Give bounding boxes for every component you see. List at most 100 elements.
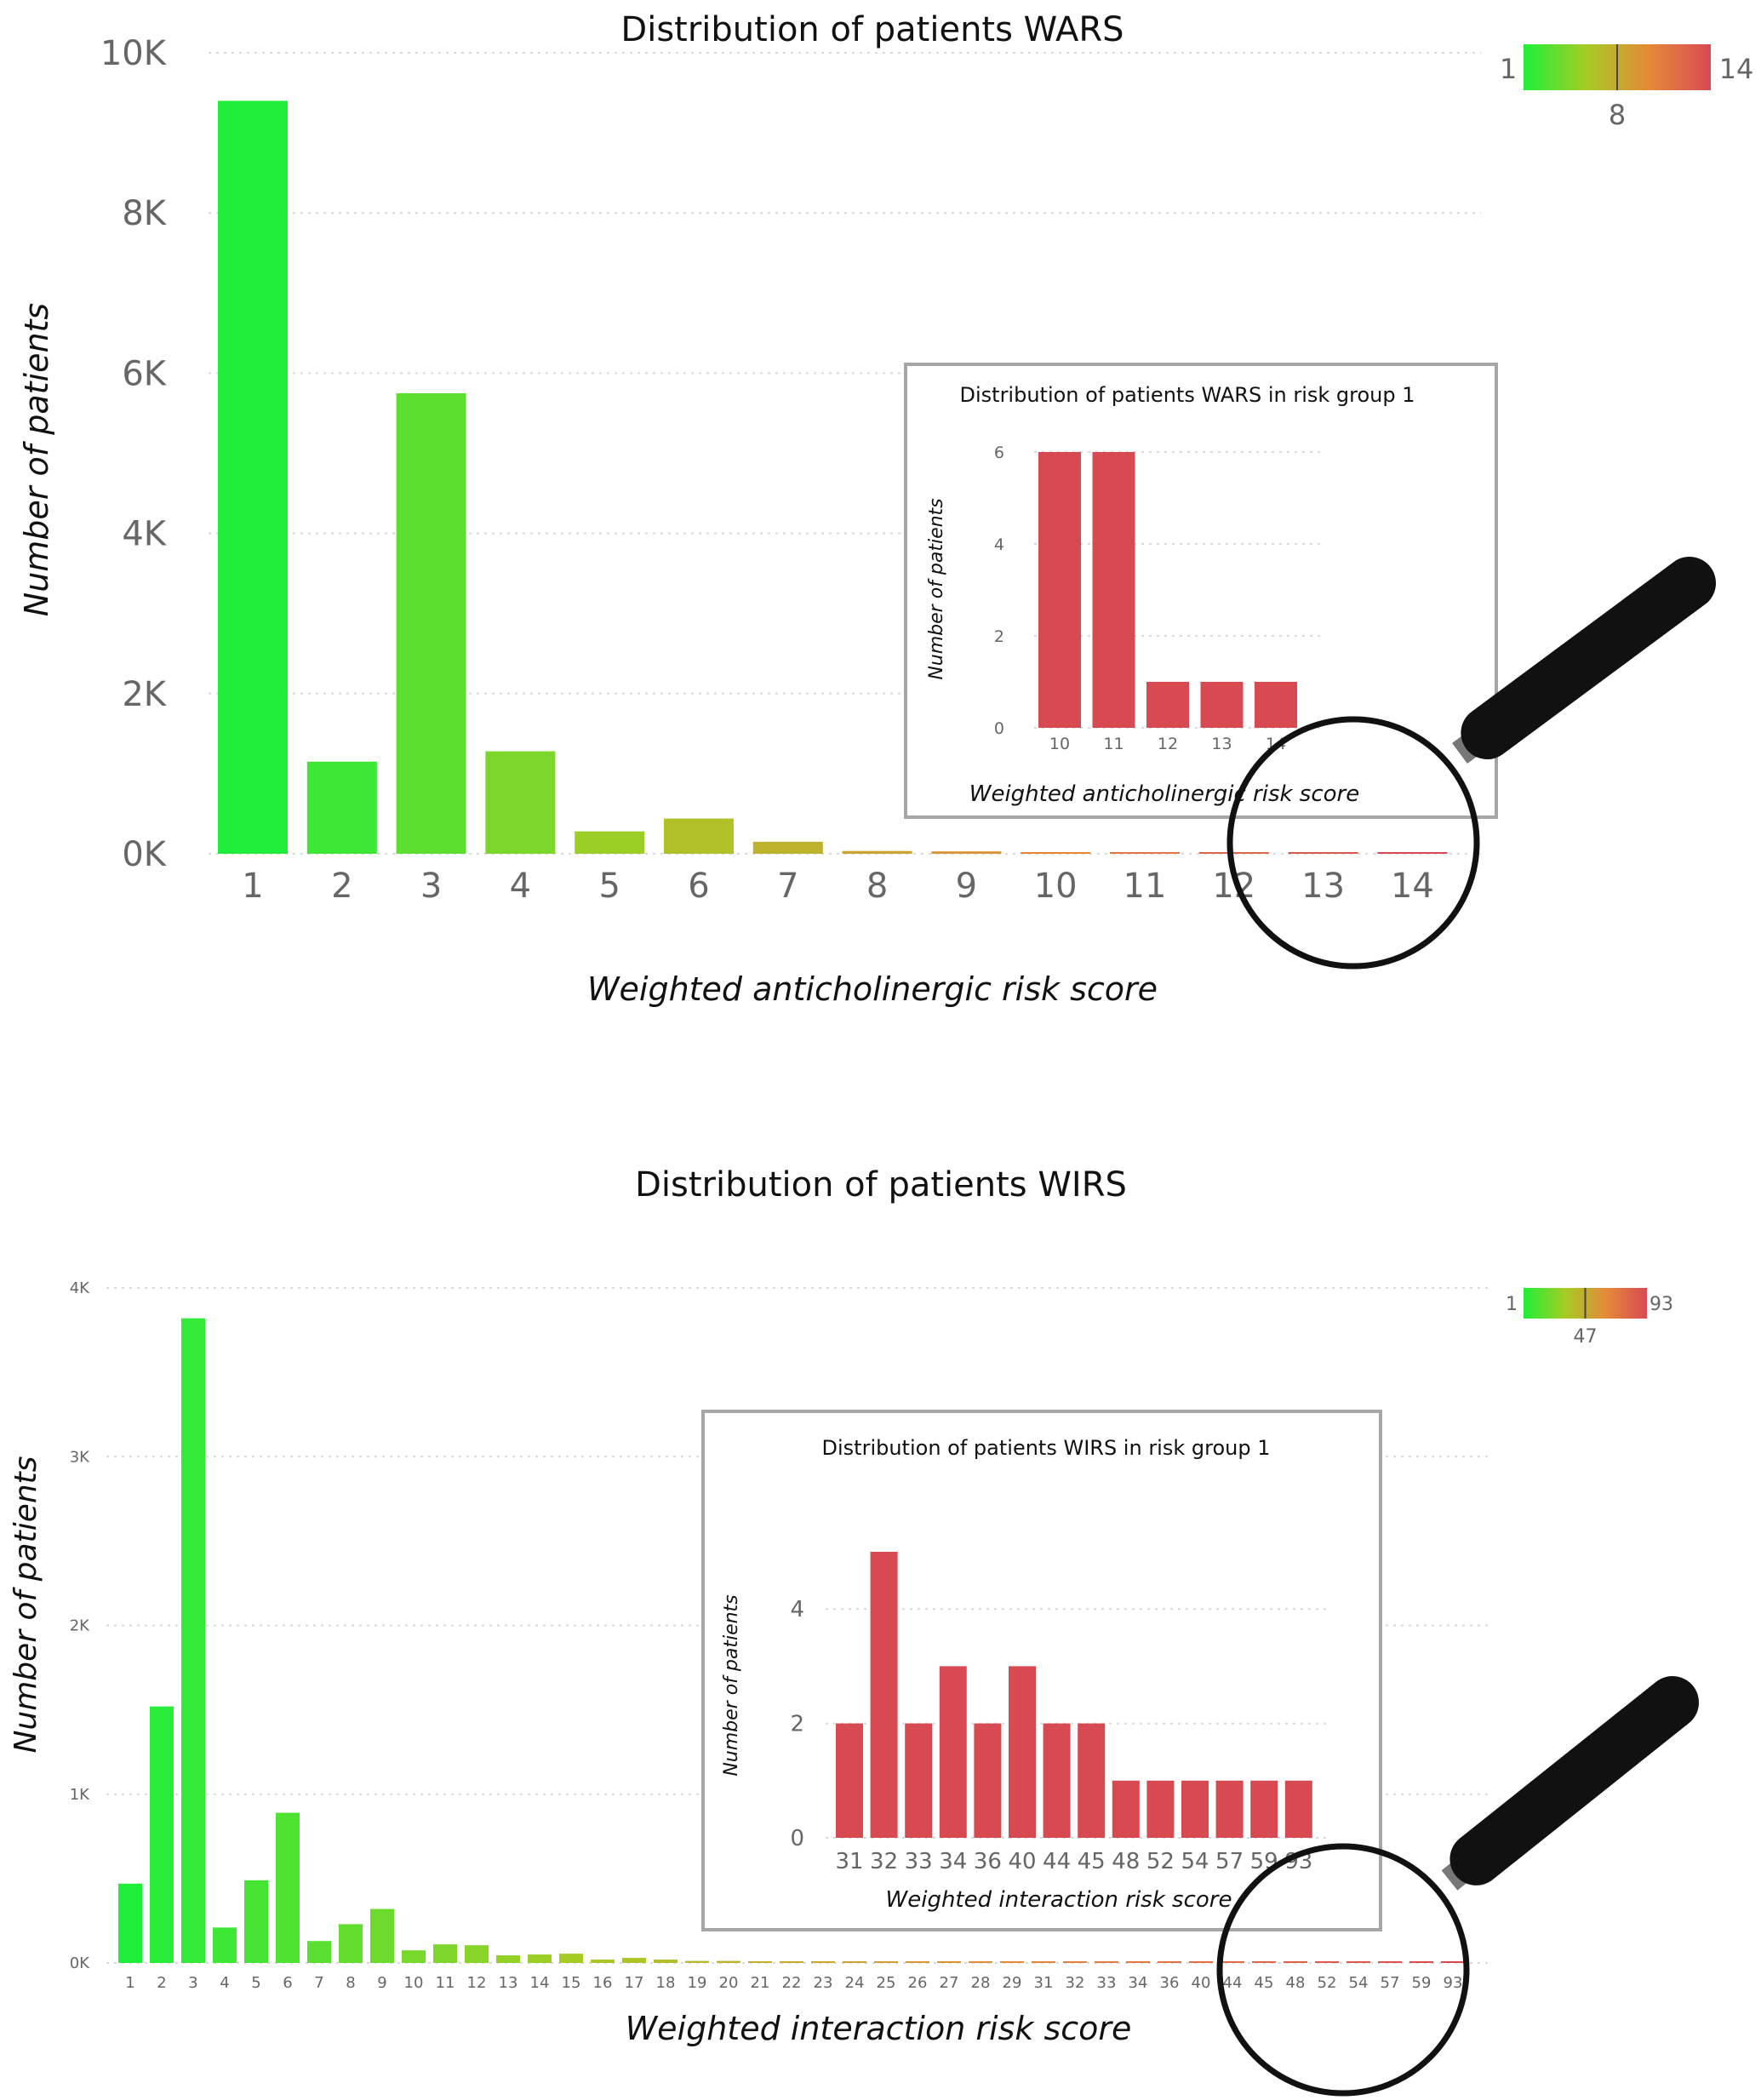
- wars_inset-bar: [1255, 682, 1297, 728]
- wirs-bar: [150, 1706, 174, 1963]
- wirs_inset-x-tick-label: 40: [1008, 1849, 1036, 1874]
- wars-bar: [1021, 852, 1091, 854]
- wirs_inset-x-tick-label: 34: [939, 1849, 967, 1874]
- wirs_inset-bar: [1284, 1780, 1312, 1838]
- wars-x-tick-label: 5: [598, 867, 620, 906]
- wirs-bar: [843, 1961, 866, 1963]
- wars-x-tick-label: 11: [1123, 867, 1167, 906]
- wirs_inset-bar: [1181, 1780, 1209, 1838]
- wars-x-tick-label: 4: [510, 867, 531, 906]
- wars-bar: [931, 851, 1002, 854]
- wirs-x-tick-label: 8: [346, 1974, 355, 1992]
- wirs-bar: [1063, 1961, 1087, 1963]
- wirs_inset-bar: [870, 1552, 898, 1838]
- wars-y-tick-label: 10K: [100, 34, 168, 73]
- wirs-title: Distribution of patients WIRS: [635, 1165, 1127, 1204]
- wars_inset-frame: [904, 363, 1498, 819]
- wirs_inset-x-tick-label: 54: [1181, 1849, 1209, 1874]
- wirs-x-tick-label: 93: [1444, 1974, 1463, 1992]
- wars-y-axis-label: Number of patients: [18, 303, 55, 616]
- wirs-x-tick-label: 12: [467, 1974, 487, 1992]
- wars-bar: [218, 100, 288, 854]
- wirs_inset-bar: [1146, 1780, 1175, 1838]
- wirs-bar: [1158, 1961, 1181, 1963]
- wirs-x-tick-label: 17: [625, 1974, 644, 1992]
- wars-title: Distribution of patients WARS: [620, 10, 1123, 49]
- wirs-y-tick-label: 0K: [70, 1954, 90, 1972]
- wirs-x-axis-label: Weighted interaction risk score: [626, 2010, 1132, 2047]
- wars_inset-y-axis-label: Number of patients: [926, 498, 947, 679]
- wirs-x-tick-label: 10: [404, 1974, 424, 1992]
- wirs_inset-x-tick-label: 44: [1043, 1849, 1071, 1874]
- wars-bar: [664, 818, 734, 854]
- wirs-x-tick-label: 28: [971, 1974, 991, 1992]
- wirs-bar: [1189, 1961, 1213, 1963]
- wirs-x-tick-label: 13: [499, 1974, 518, 1992]
- wirs-x-tick-label: 33: [1097, 1974, 1117, 1992]
- wars_inset-y-tick-label: 6: [994, 443, 1004, 462]
- wars-x-tick-label: 13: [1301, 867, 1345, 906]
- magnifier-icon-handle: [1449, 1676, 1699, 1885]
- wars-bar: [752, 841, 823, 854]
- wars-bar: [485, 751, 556, 854]
- wars-x-tick-label: 2: [331, 867, 352, 906]
- wirs-y-tick-label: 3K: [70, 1448, 90, 1466]
- wirs_inset-bar: [1009, 1666, 1036, 1838]
- wirs-x-tick-label: 57: [1381, 1974, 1400, 1992]
- wirs-x-tick-label: 6: [283, 1974, 292, 1992]
- wars-bar: [1110, 852, 1180, 854]
- wars-y-tick-label: 0K: [122, 835, 167, 874]
- wars-x-tick-label: 8: [866, 867, 888, 906]
- wirs-x-tick-label: 54: [1349, 1974, 1369, 1992]
- wirs_inset-y-axis-label: Number of patients: [721, 1594, 742, 1776]
- wars_inset-x-tick-label: 10: [1049, 735, 1070, 753]
- wirs-bar: [528, 1954, 552, 1963]
- wirs-bar: [1315, 1961, 1339, 1963]
- wars-x-tick-label: 14: [1391, 867, 1434, 906]
- wirs-bar: [1126, 1961, 1150, 1963]
- wars_inset-x-tick-label: 12: [1158, 735, 1178, 753]
- wirs-x-tick-label: 5: [251, 1974, 260, 1992]
- wirs-bar: [906, 1961, 929, 1963]
- wirs-bar: [1095, 1961, 1118, 1963]
- wirs-bar: [181, 1318, 205, 1963]
- wars-scale-min-label: 1: [1500, 53, 1517, 85]
- wirs_inset-x-tick-label: 31: [835, 1849, 863, 1874]
- wirs-bar: [1221, 1961, 1244, 1963]
- wirs-bar: [748, 1961, 772, 1963]
- wirs-bar: [685, 1960, 709, 1963]
- wirs_inset-x-tick-label: 57: [1215, 1849, 1244, 1874]
- wirs-bar: [780, 1961, 803, 1963]
- wirs_inset-bar: [1078, 1723, 1106, 1838]
- wirs-x-tick-label: 25: [877, 1974, 896, 1992]
- wirs-bar: [118, 1883, 142, 1963]
- wirs-x-tick-label: 44: [1223, 1974, 1243, 1992]
- wirs-y-tick-label: 2K: [70, 1617, 90, 1635]
- wirs-bar: [1252, 1961, 1276, 1963]
- wars_inset-bar: [1038, 452, 1081, 728]
- magnifier-icon: [1226, 557, 1716, 970]
- wars-y-tick-label: 4K: [122, 515, 167, 554]
- wirs_inset-x-tick-label: 33: [905, 1849, 933, 1874]
- wars_inset-y-tick-label: 0: [994, 719, 1004, 738]
- wirs_inset-y-tick-label: 0: [790, 1826, 804, 1851]
- wirs_inset-bar: [1043, 1723, 1071, 1838]
- wars-scale-mid-label: 8: [1609, 99, 1626, 131]
- wirs-bar: [622, 1958, 646, 1963]
- wirs_inset-x-tick-label: 45: [1078, 1849, 1106, 1874]
- wirs_inset-bar: [939, 1666, 967, 1838]
- wars_inset-title: Distribution of patients WARS in risk gr…: [960, 383, 1415, 407]
- magnifier-icon-lens: [1216, 1843, 1470, 2097]
- wirs-bar: [559, 1954, 583, 1963]
- wirs-x-tick-label: 52: [1318, 1974, 1337, 1992]
- wirs-x-tick-label: 3: [188, 1974, 197, 1992]
- magnifier-icon-handle: [1461, 557, 1716, 759]
- wirs-x-tick-label: 27: [940, 1974, 959, 1992]
- wirs-y-tick-label: 1K: [70, 1786, 90, 1804]
- wirs-scale-max-label: 93: [1650, 1294, 1673, 1315]
- wars_inset-y-tick-label: 2: [994, 627, 1004, 646]
- wirs_inset-bar: [905, 1723, 933, 1838]
- magnifier-icon: [1216, 1676, 1699, 2097]
